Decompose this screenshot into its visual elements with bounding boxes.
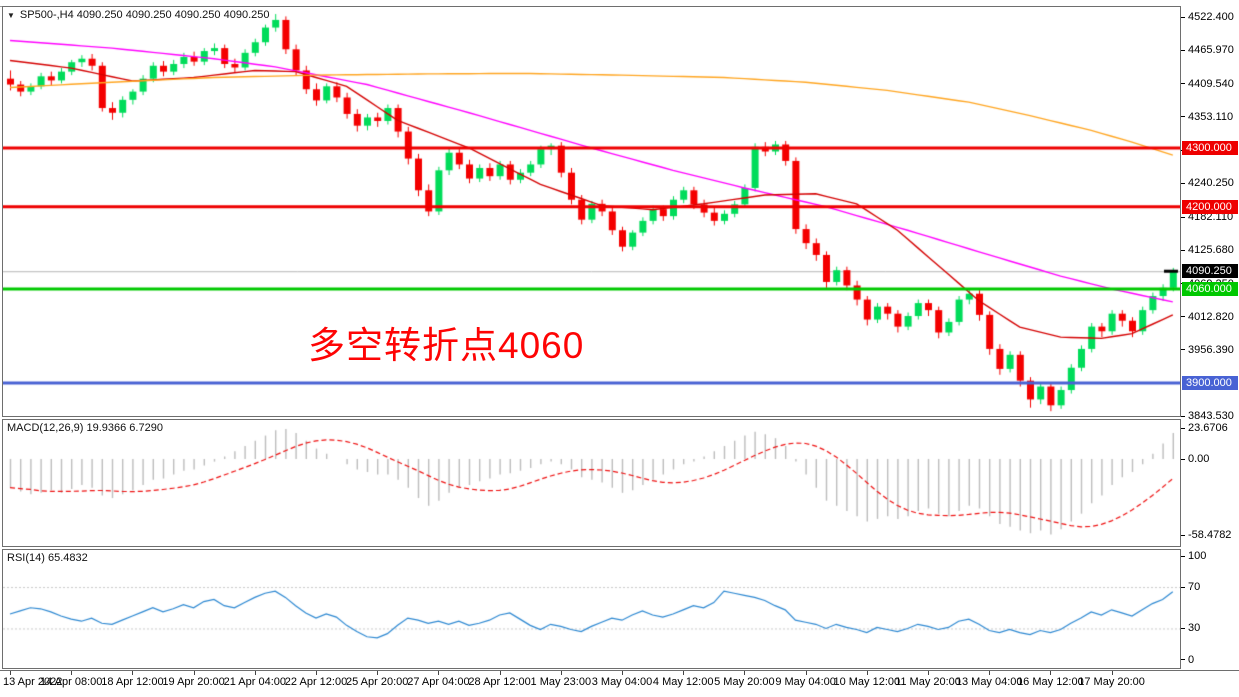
y-axis-tick-label: -58.4782 [1181,529,1231,541]
x-axis-tick [132,671,134,675]
x-axis-tick [377,671,379,675]
y-axis-tick-label: 0.00 [1181,453,1209,465]
x-axis-label: 22 Apr 12:00 [284,676,348,688]
y-axis-tick-label: 4125.680 [1181,244,1234,256]
x-axis-label: 27 Apr 04:00 [407,676,470,688]
x-axis-tick [622,671,623,675]
tick-dash [1181,415,1185,417]
x-axis-tick [499,671,501,675]
y-axis-tick-label: 4465.970 [1181,44,1234,56]
macd-canvas[interactable] [3,420,1180,546]
tick-dash [1181,628,1185,630]
price-level-label: 3900.000 [1182,376,1238,390]
symbol-ohlc-label: SP500-,H4 4090.250 4090.250 4090.250 409… [19,9,270,21]
x-axis-label: 13 May 04:00 [955,676,1023,688]
tick-dash [1181,534,1185,536]
x-axis-tick [438,671,440,675]
price-annotation[interactable]: 多空转折点4060 [308,325,585,366]
x-axis-label: 13 Apr 2022 [3,676,63,688]
current-price-label: 4090.250 [1182,264,1238,279]
tick-dash [1181,83,1185,85]
tick-dash [1181,182,1185,184]
y-axis-tick-label: 3843.530 [1181,410,1234,422]
x-axis-label: 18 Apr 12:00 [101,676,164,688]
y-axis-tick-label: 4182.110 [1181,211,1233,223]
tick-dash [1181,659,1185,661]
x-axis-tick [805,671,807,675]
y-axis-tick-label: 4409.540 [1181,78,1234,90]
tick-dash [1181,458,1185,460]
x-axis-tick [683,671,685,675]
tick-dash [1181,250,1185,251]
rsi-label: RSI(14) 65.4832 [7,552,88,564]
x-axis-tick [1050,671,1052,675]
y-axis-tick-label: 0 [1181,654,1194,666]
tick-dash [1181,16,1185,18]
x-axis-label: 16 May 12:00 [1017,676,1084,688]
x-axis-tick [316,671,317,675]
x-axis-label: 1 May 23:00 [530,676,592,688]
tick-dash [1181,555,1185,557]
symbol-dropdown-icon[interactable]: ▼ [7,10,15,20]
symbol-header: ▼ SP500-,H4 4090.250 4090.250 4090.250 4… [7,9,269,21]
price-level-label: 4200.000 [1182,199,1238,214]
x-axis-tick [10,671,11,675]
price-level-label: 4060.000 [1182,282,1238,296]
x-axis-tick [193,671,195,675]
x-axis-tick [71,671,73,675]
tick-dash [1181,216,1185,218]
rsi-panel: RSI(14) 65.4832 [2,549,1181,669]
price-panel: ▼ SP500-,H4 4090.250 4090.250 4090.250 4… [2,6,1181,417]
y-axis-tick-label: 4240.250 [1181,177,1234,189]
x-axis-label: 21 Apr 04:00 [223,676,286,688]
x-axis-tick [744,671,746,675]
x-axis-tick [560,671,562,675]
x-axis-label: 9 May 04:00 [775,676,836,688]
y-axis-tick-label: 23.6706 [1181,422,1228,434]
x-axis-tick [989,671,991,675]
tick-dash [1181,427,1185,429]
y-axis-tick-label: 4522.400 [1181,11,1234,23]
x-axis-label: 19 Apr 20:00 [162,676,225,688]
x-axis-label: 10 May 12:00 [833,676,901,688]
y-axis-tick-label: 70 [1181,581,1200,593]
x-axis-label: 11 May 20:00 [895,676,961,688]
x-axis-label: 17 May 20:00 [1078,676,1145,688]
price-level-label: 4300.000 [1182,141,1238,155]
time-axis[interactable]: 13 Apr 2022 14 Apr 08:00 18 Apr 12:00 19 Ap… [0,670,1239,697]
rsi-canvas[interactable] [3,550,1180,668]
x-axis-tick [1111,671,1113,675]
macd-panel: MACD(12,26,9) 19.9366 6.7290 [2,419,1181,547]
y-axis-tick-label: 100 [1181,550,1206,562]
y-axis-tick-label: 3956.390 [1181,344,1234,356]
x-axis-tick [254,671,256,675]
tick-dash [1181,316,1185,318]
x-axis-label: 28 Apr 12:00 [468,676,531,688]
tick-dash [1181,349,1185,351]
price-chart-canvas[interactable] [3,7,1180,416]
x-axis-label: 3 May 04:00 [591,676,653,688]
x-axis-tick [928,671,929,675]
y-axis-tick-label: 4012.820 [1181,311,1234,323]
tick-dash [1181,50,1185,52]
x-axis-label: 5 May 20:00 [714,676,775,688]
price-axis[interactable]: 4522.4004465.9704409.5404353.1104296.680… [1181,6,1239,670]
tick-dash [1181,586,1185,588]
tick-dash [1181,116,1185,118]
y-axis-tick-label: 4353.110 [1181,111,1233,123]
macd-label: MACD(12,26,9) 19.9366 6.7290 [7,422,163,434]
x-axis-label: 25 Apr 20:00 [345,676,409,688]
x-axis-label: 4 May 12:00 [652,676,714,688]
y-axis-tick-label: 30 [1181,622,1200,634]
x-axis-tick [866,671,868,675]
x-axis-label: 14 Apr 08:00 [39,676,103,688]
